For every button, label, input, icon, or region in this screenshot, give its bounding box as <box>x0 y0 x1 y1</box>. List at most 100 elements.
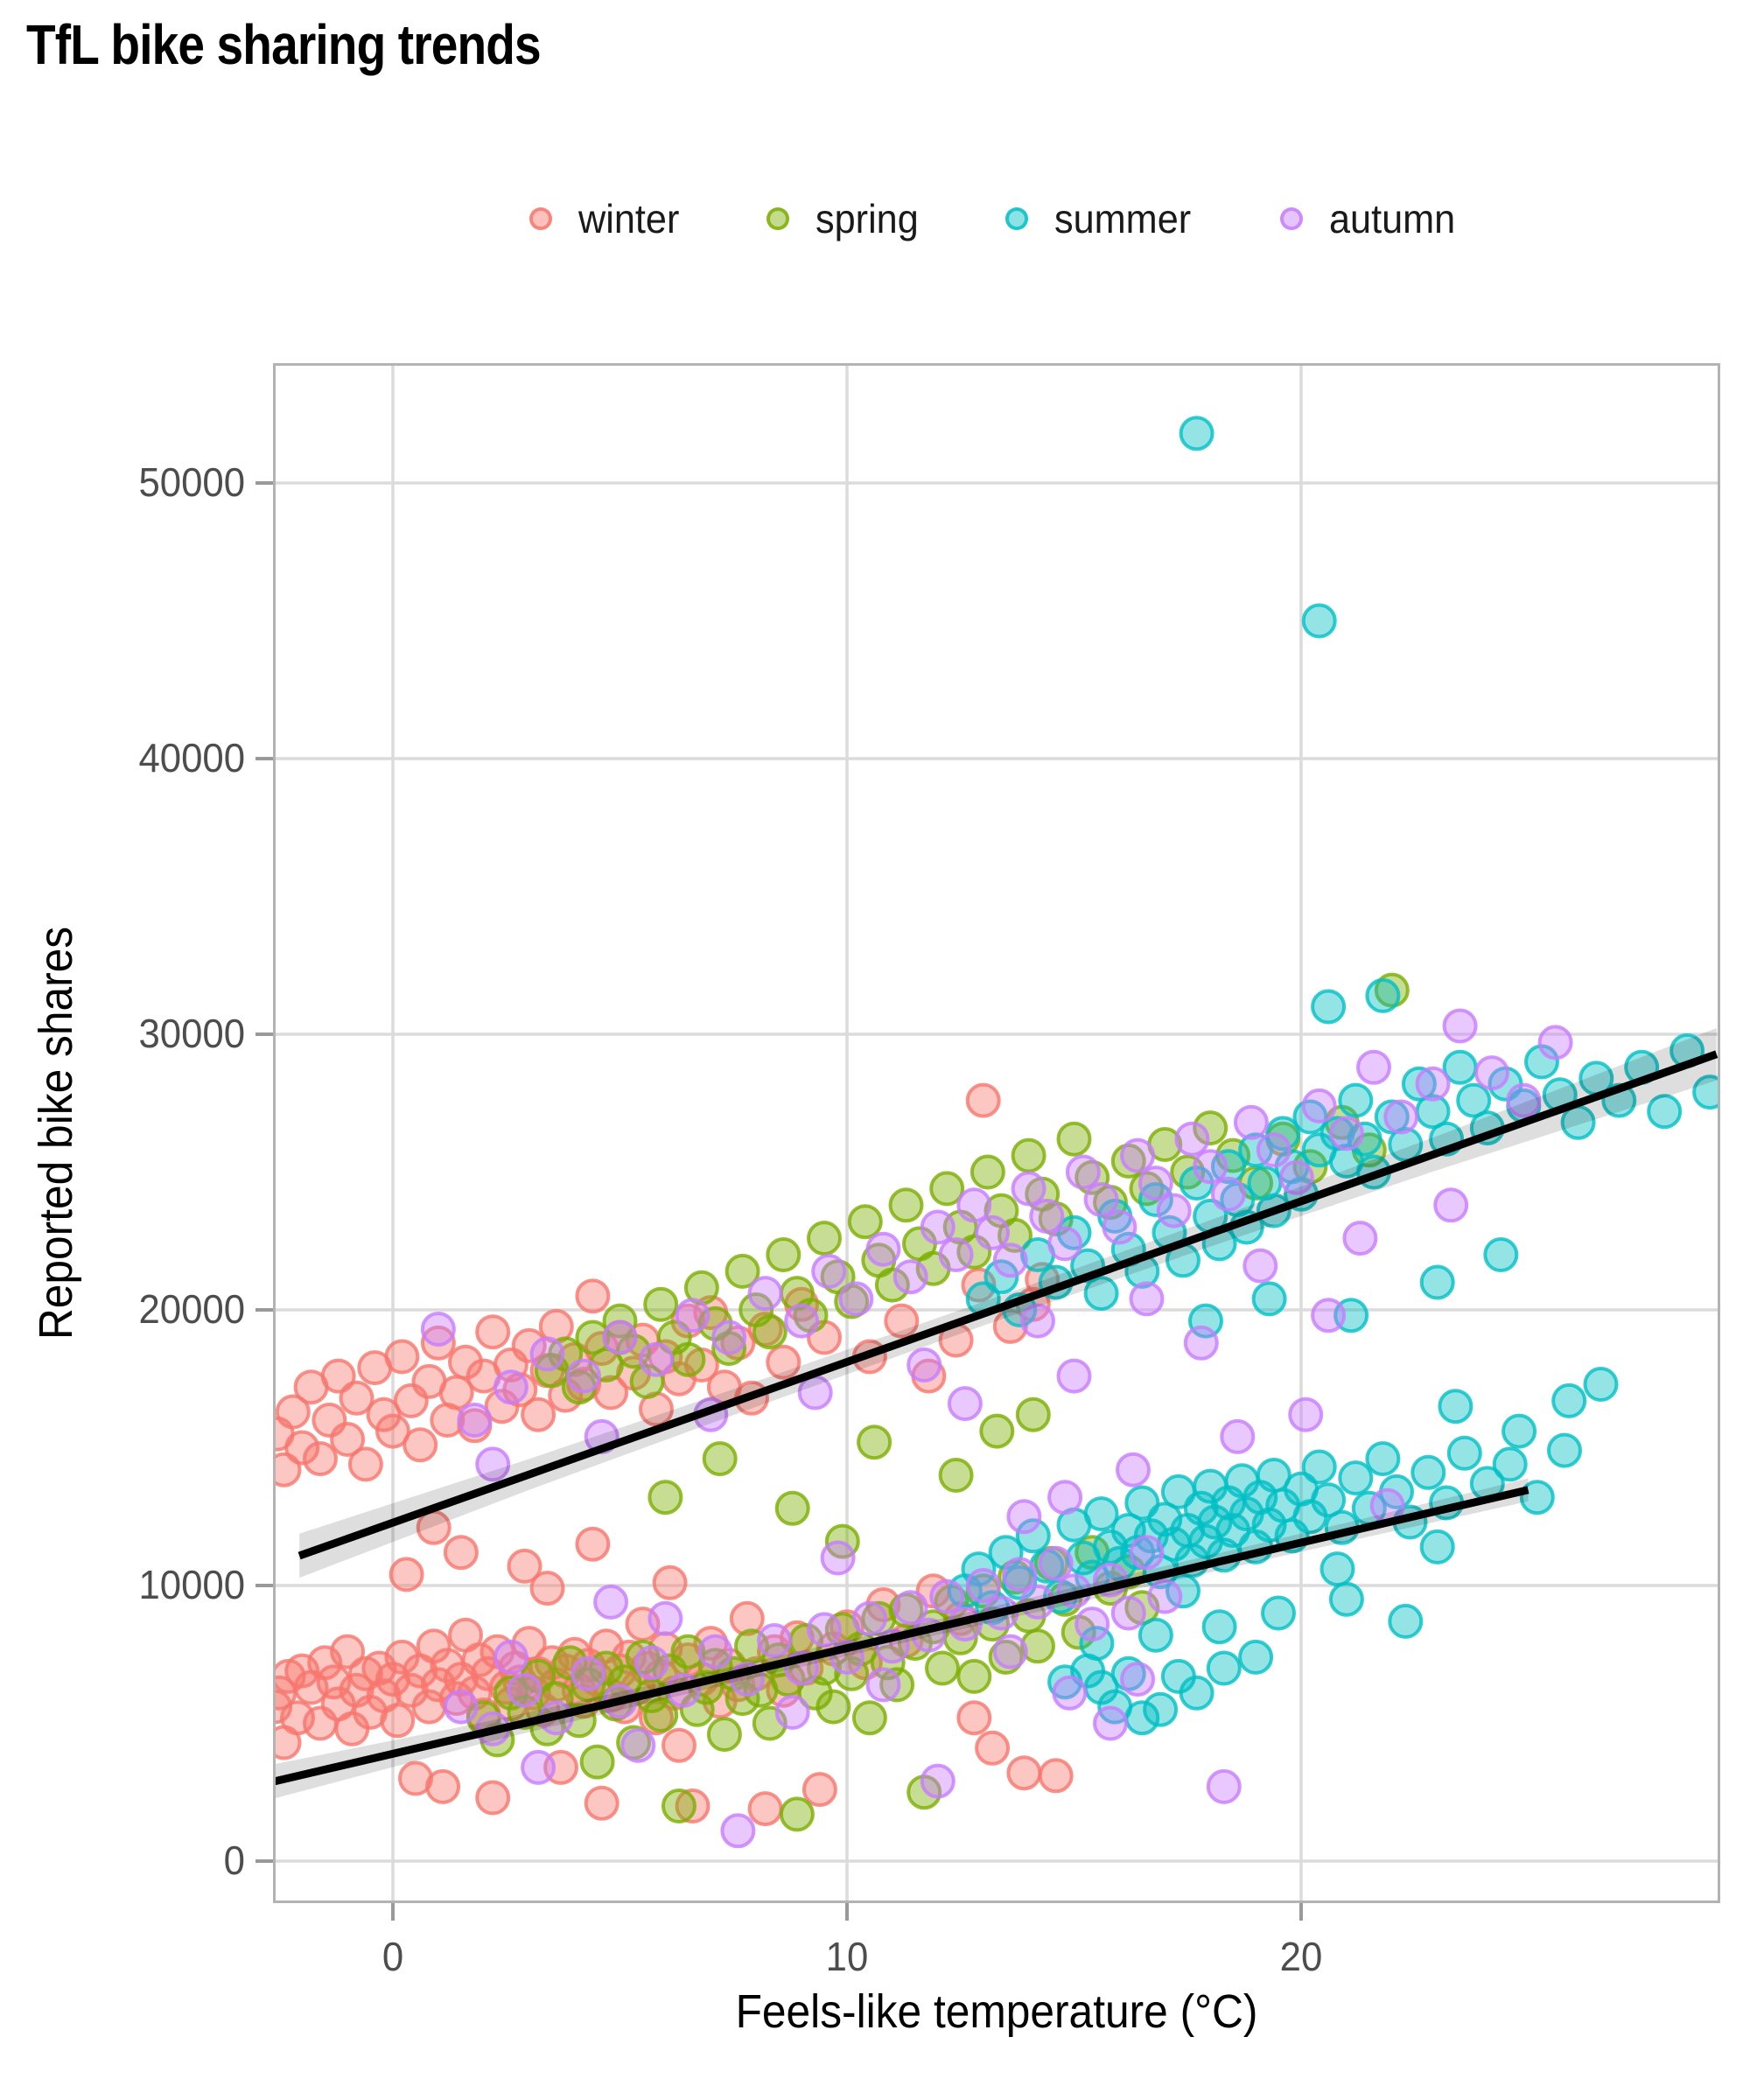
data-point-spring[interactable] <box>579 1744 615 1780</box>
data-point-summer[interactable] <box>1456 1082 1492 1118</box>
data-point-summer[interactable] <box>1251 1281 1287 1317</box>
legend-item-winter[interactable]: winter <box>529 195 686 242</box>
data-point-autumn[interactable] <box>1074 1606 1110 1642</box>
data-point-autumn[interactable] <box>1011 1171 1046 1207</box>
data-point-winter[interactable] <box>425 1768 461 1804</box>
data-point-spring[interactable] <box>774 1490 810 1526</box>
data-point-winter[interactable] <box>475 1780 511 1816</box>
data-point-autumn[interactable] <box>1193 1149 1228 1185</box>
data-point-autumn[interactable] <box>1006 1499 1042 1535</box>
data-point-autumn[interactable] <box>639 1341 674 1377</box>
data-point-autumn[interactable] <box>443 1689 479 1725</box>
data-point-winter[interactable] <box>766 1344 802 1380</box>
data-point-autumn[interactable] <box>1433 1187 1469 1223</box>
data-point-autumn[interactable] <box>1002 1557 1038 1592</box>
data-point-summer[interactable] <box>1492 1446 1528 1482</box>
data-point-autumn[interactable] <box>507 1672 542 1708</box>
data-point-autumn[interactable] <box>1038 1545 1074 1581</box>
data-point-summer[interactable] <box>1083 1496 1119 1532</box>
data-point-summer[interactable] <box>1210 1149 1246 1185</box>
data-point-autumn[interactable] <box>1183 1325 1219 1361</box>
data-point-winter[interactable] <box>965 1082 1001 1118</box>
data-point-autumn[interactable] <box>1256 1132 1292 1168</box>
data-point-autumn[interactable] <box>1065 1154 1101 1190</box>
data-point-autumn[interactable] <box>1442 1008 1478 1044</box>
data-point-summer[interactable] <box>1197 1504 1233 1540</box>
data-point-summer[interactable] <box>1419 1264 1455 1300</box>
data-point-spring[interactable] <box>702 1441 738 1477</box>
data-point-spring[interactable] <box>643 1286 679 1322</box>
data-point-spring[interactable] <box>1020 1628 1055 1664</box>
data-point-winter[interactable] <box>507 1548 542 1584</box>
data-point-autumn[interactable] <box>774 1694 810 1730</box>
data-point-spring[interactable] <box>662 1788 696 1824</box>
data-point-autumn[interactable] <box>992 1634 1028 1670</box>
data-point-summer[interactable] <box>1365 977 1401 1013</box>
data-point-autumn[interactable] <box>892 1590 928 1626</box>
data-point-autumn[interactable] <box>1138 1166 1173 1201</box>
data-point-autumn[interactable] <box>1047 1226 1083 1262</box>
data-point-autumn[interactable] <box>1242 1248 1278 1284</box>
data-point-summer[interactable] <box>1320 1551 1355 1587</box>
data-point-autumn[interactable] <box>1278 1159 1314 1195</box>
data-point-spring[interactable] <box>706 1717 742 1753</box>
data-point-summer[interactable] <box>1692 1074 1720 1110</box>
data-point-summer[interactable] <box>1311 989 1347 1025</box>
data-point-spring[interactable] <box>816 1689 851 1725</box>
data-point-summer[interactable] <box>1647 1094 1683 1130</box>
data-point-spring[interactable] <box>648 1480 683 1516</box>
data-point-summer[interactable] <box>1483 1237 1519 1272</box>
data-point-summer[interactable] <box>1143 1691 1179 1727</box>
data-point-summer[interactable] <box>1301 1449 1337 1485</box>
data-point-autumn[interactable] <box>1537 1025 1573 1060</box>
data-point-winter[interactable] <box>303 1441 338 1477</box>
data-point-autumn[interactable] <box>1301 1088 1337 1124</box>
data-point-spring[interactable] <box>711 1331 747 1367</box>
data-point-spring[interactable] <box>670 1341 706 1377</box>
data-point-autumn[interactable] <box>566 1358 601 1394</box>
data-point-summer[interactable] <box>1328 1581 1364 1617</box>
data-point-autumn[interactable] <box>811 1253 847 1289</box>
data-point-spring[interactable] <box>857 1424 892 1460</box>
data-point-summer[interactable] <box>1179 416 1214 452</box>
data-point-summer[interactable] <box>1583 1367 1619 1402</box>
data-point-summer[interactable] <box>1265 1116 1301 1152</box>
data-point-winter[interactable] <box>729 1600 765 1636</box>
data-point-autumn[interactable] <box>920 1209 956 1245</box>
data-point-winter[interactable] <box>675 1788 710 1824</box>
data-point-autumn[interactable] <box>1288 1396 1324 1432</box>
data-point-spring[interactable] <box>970 1154 1005 1190</box>
data-point-winter[interactable] <box>1038 1758 1074 1794</box>
data-point-autumn[interactable] <box>1020 1303 1055 1339</box>
data-point-summer[interactable] <box>1401 1066 1437 1102</box>
data-point-summer[interactable] <box>1551 1382 1587 1418</box>
data-point-autumn[interactable] <box>1474 1055 1509 1091</box>
data-point-summer[interactable] <box>1338 1082 1374 1118</box>
data-point-autumn[interactable] <box>420 1312 456 1347</box>
data-point-autumn[interactable] <box>820 1540 856 1576</box>
data-point-winter[interactable] <box>662 1727 696 1763</box>
data-point-autumn[interactable] <box>947 1386 983 1422</box>
data-point-spring[interactable] <box>1193 1110 1228 1146</box>
data-point-summer[interactable] <box>1519 1480 1555 1516</box>
data-point-autumn[interactable] <box>992 1242 1028 1278</box>
data-point-spring[interactable] <box>925 1650 960 1686</box>
data-point-summer[interactable] <box>1446 1435 1482 1471</box>
data-point-autumn[interactable] <box>784 1303 820 1339</box>
data-point-winter[interactable] <box>384 1339 420 1375</box>
data-point-autumn[interactable] <box>711 1320 747 1355</box>
legend-item-spring[interactable]: spring <box>766 195 925 242</box>
data-point-winter[interactable] <box>384 1639 420 1675</box>
data-point-autumn[interactable] <box>807 1612 842 1648</box>
data-point-winter[interactable] <box>475 1314 511 1350</box>
data-point-spring[interactable] <box>766 1237 802 1272</box>
data-point-autumn[interactable] <box>956 1187 992 1223</box>
data-point-autumn[interactable] <box>906 1348 942 1382</box>
data-point-autumn[interactable] <box>1210 1176 1246 1212</box>
legend-item-summer[interactable]: summer <box>1005 195 1200 242</box>
data-point-winter[interactable] <box>388 1557 424 1592</box>
data-point-autumn[interactable] <box>620 1727 656 1763</box>
data-point-winter[interactable] <box>284 1430 320 1466</box>
data-point-spring[interactable] <box>979 1413 1015 1449</box>
data-point-spring[interactable] <box>847 1204 883 1240</box>
